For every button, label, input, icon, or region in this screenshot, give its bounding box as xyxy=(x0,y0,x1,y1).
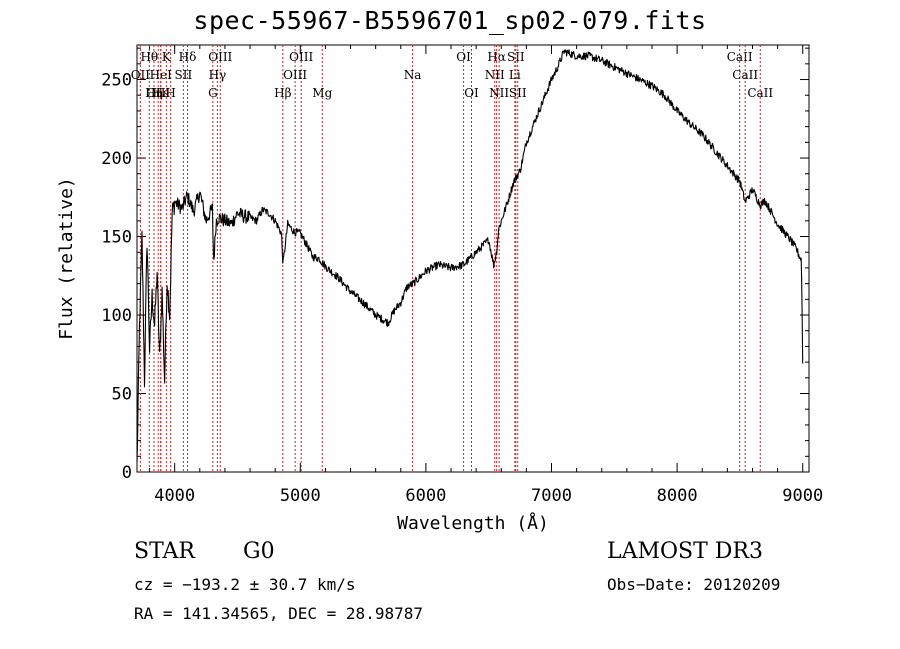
spectral-line-label: CaII xyxy=(732,68,758,82)
chart-title: spec-55967-B5596701_sp02-079.fits xyxy=(193,6,707,35)
spectral-line-label: CaII xyxy=(727,50,753,64)
spectral-line-label: OIII xyxy=(146,86,170,100)
object-class: STAR xyxy=(134,539,195,564)
spectral-line-label: SII xyxy=(509,86,527,100)
spectral-line-label: Na xyxy=(404,68,422,82)
x-tick-label: 8000 xyxy=(657,486,698,506)
spectral-line-label: OIII xyxy=(289,50,313,64)
x-tick-label: 4000 xyxy=(154,486,195,506)
spectral-line-label: Hδ xyxy=(179,50,197,64)
survey-label: LAMOST DR3 xyxy=(607,539,763,564)
spectral-line-label: Hγ xyxy=(209,68,227,82)
spectral-line-label: OI xyxy=(464,86,479,100)
spectral-line-label: HeI xyxy=(150,68,173,82)
spectral-line-label: OI xyxy=(456,50,471,64)
object-subclass: G0 xyxy=(243,539,275,564)
spectral-line-label: H xyxy=(165,86,175,100)
spectral-line-label: NII xyxy=(489,86,509,100)
x-axis-label: Wavelength (Å) xyxy=(397,512,549,534)
spectral-line-label: Hα xyxy=(487,50,506,64)
y-tick-label: 150 xyxy=(101,228,132,248)
spectral-line-label: Li xyxy=(509,68,521,82)
x-tick-label: 7000 xyxy=(531,486,572,506)
spectral-line-label: Hθ xyxy=(140,50,158,64)
spectral-line-label: OIII xyxy=(208,50,232,64)
y-tick-label: 200 xyxy=(101,149,132,169)
spectral-line-label: NII xyxy=(485,68,505,82)
spectral-line-label: G xyxy=(208,86,218,100)
spectral-line-label: SII xyxy=(174,68,192,82)
y-axis-label: Flux (relative) xyxy=(56,177,77,340)
plot-frame xyxy=(136,44,810,473)
x-tick-label: 9000 xyxy=(782,486,823,506)
x-tick-label: 6000 xyxy=(405,486,446,506)
obs-date-text: Obs−Date: 20120209 xyxy=(607,575,781,594)
y-tick-label: 0 xyxy=(122,463,132,483)
x-tick-label: 5000 xyxy=(280,486,321,506)
spectral-line-label: OIII xyxy=(283,68,307,82)
spectral-line-label: CaII xyxy=(747,86,773,100)
coordinates-text: RA = 141.34565, DEC = 28.98787 xyxy=(134,604,423,623)
spectral-line-label: K xyxy=(162,50,172,64)
y-tick-label: 100 xyxy=(101,306,132,326)
spectrum-line xyxy=(136,49,804,463)
redshift-text: cz = −193.2 ± 30.7 km/s xyxy=(134,575,356,594)
spectral-line-label: Mg xyxy=(312,86,332,100)
spectral-line-label: Hβ xyxy=(274,86,291,100)
spectral-line-label: OII xyxy=(131,68,151,82)
spectral-line-label: Hη xyxy=(145,86,163,100)
y-tick-label: 50 xyxy=(112,385,132,405)
y-tick-label: 250 xyxy=(101,71,132,91)
spectral-line-label: SII xyxy=(507,50,525,64)
